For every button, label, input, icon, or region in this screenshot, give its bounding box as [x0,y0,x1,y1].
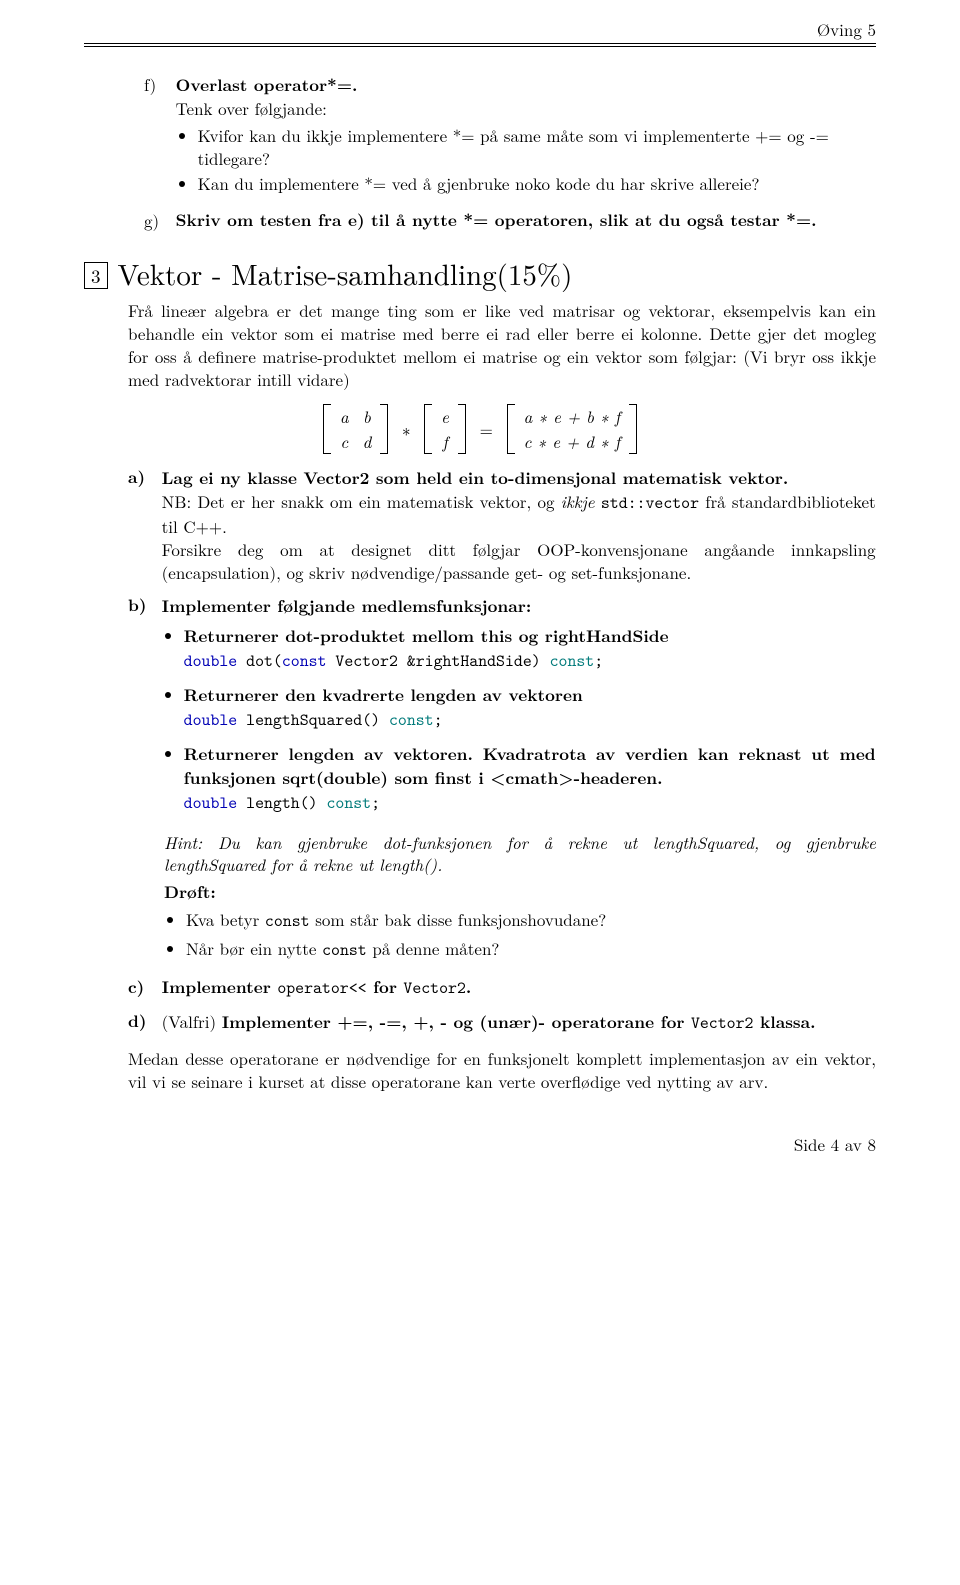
page-footer: Side 4 av 8 [84,1133,876,1156]
matrix-cell: a ∗ e + b ∗ f [517,404,627,429]
bullet-item: Når bør ein nytte const på denne måten? [186,937,876,962]
item-label-g: g) [144,209,170,232]
text: for [367,975,404,999]
matrix-equation: ab cd ∗ e f = a ∗ e + b ∗ f c ∗ e + d ∗ … [84,404,876,454]
code: ; [434,709,443,731]
code: length() [237,792,326,814]
matrix-cell: e [434,404,456,429]
matrix-cell: d [356,429,379,454]
text: Forsikre deg om at designet ditt følgjar… [162,537,876,584]
text: klassa. [753,1010,815,1034]
subsection-g: g) Skriv om testen fra e) til å nytte *=… [144,209,876,232]
item-text-g: Skriv om testen fra e) til å nytte *= op… [176,209,876,232]
code-line: double length() const; [184,792,876,815]
function-desc: Returnerer dot-produktet mellom this og … [184,624,669,648]
matrix-cell: b [356,404,379,429]
function-item: Returnerer dot-produktet mellom this og … [184,624,876,673]
times-op: ∗ [402,418,411,441]
equals-op: = [480,418,493,441]
function-desc: Returnerer lengden av vektoren. Kvadratr… [184,742,876,790]
bullets-f: Kvifor kan du ikkje implementere *= på s… [176,124,876,195]
bullet-item: Kvifor kan du ikkje implementere *= på s… [198,124,876,170]
matrix-cell: f [434,429,456,454]
page-header: Øving 5 [84,18,876,41]
text: Implementer [162,975,278,999]
text: NB: Det er her snakk om ein matematisk v… [162,489,561,513]
text: (Valfri) [162,1009,222,1033]
subsection-a: a) Lag ei ny klasse Vector2 som held ein… [128,466,876,584]
kw: double [184,650,238,672]
matrix-cell: c ∗ e + d ∗ f [517,429,627,454]
code: lengthSquared() [237,709,389,731]
subsection-f: f) Overlast operator*=. Tenk over følgja… [144,73,876,209]
section-title: Vektor - Matrise-samhandling(15%) [118,253,573,294]
function-item: Returnerer lengden av vektoren. Kvadratr… [184,742,876,815]
code-inline: Vector2 [403,977,465,999]
bullet-item: Kva betyr const som står bak disse funks… [186,908,876,933]
droft-label: Drøft: [164,880,216,904]
closing-paragraph: Medan desse operatorane er nødvendige fo… [128,1047,876,1093]
item-label-a: a) [128,466,156,489]
kw: const [282,650,327,672]
code: ; [371,792,380,814]
function-list: Returnerer dot-produktet mellom this og … [162,624,876,815]
droft-block: Drøft: Kva betyr const som står bak diss… [164,880,876,962]
item-subtitle-f: Tenk over følgjande: [176,96,327,120]
kw: double [184,709,238,731]
item-title-f: Overlast operator*=. [176,73,358,97]
item-title-b: Implementer følgjande medlemsfunksjonar: [162,594,532,618]
code-line: double dot(const Vector2 &rightHandSide)… [184,650,876,673]
code: dot( [237,650,282,672]
item-title-a: Lag ei ny klasse Vector2 som held ein to… [162,466,789,490]
code-inline: Vector2 [691,1012,753,1034]
hint-text: Hint: Du kan gjenbruke dot-funksjonen fo… [164,831,876,877]
text: . [466,975,471,999]
item-label-c: c) [128,976,156,999]
section-3-intro: Frå lineær algebra er det mange ting som… [128,299,876,391]
page: Øving 5 f) Overlast operator*=. Tenk ove… [0,0,960,1585]
text-em: ikkje [561,489,595,513]
code: Vector2 &rightHandSide) [326,650,549,672]
matrix-cell: c [333,429,356,454]
matrix-cell: a [333,404,356,429]
function-desc: Returnerer den kvadrerte lengden av vekt… [184,683,583,707]
section-number-box: 3 [84,262,108,290]
header-rule [84,43,876,47]
code: ; [594,650,603,672]
subsection-b: b) Implementer følgjande medlemsfunksjon… [128,594,876,825]
text: Implementer +=, -=, +, - og (unær)- oper… [222,1010,691,1034]
item-label-d: d) [128,1010,156,1033]
function-item: Returnerer den kvadrerte lengden av vekt… [184,683,876,732]
code-inline: operator<< [277,977,366,999]
bullet-item: Kan du implementere *= ved å gjenbruke n… [198,172,876,195]
code-line: double lengthSquared() const; [184,709,876,732]
kw: double [184,792,238,814]
droft-list: Kva betyr const som står bak disse funks… [164,908,876,962]
section-3-heading: 3 Vektor - Matrise-samhandling(15%) [84,254,876,293]
kw: const [326,792,371,814]
kw: const [389,709,434,731]
kw: const [550,650,595,672]
item-label-b: b) [128,594,156,617]
subsection-d: d) (Valfri) Implementer +=, -=, +, - og … [128,1010,876,1035]
code-inline: std::vector [601,492,699,514]
subsection-c: c) Implementer operator<< for Vector2. [128,976,876,1000]
item-label-f: f) [144,73,170,96]
